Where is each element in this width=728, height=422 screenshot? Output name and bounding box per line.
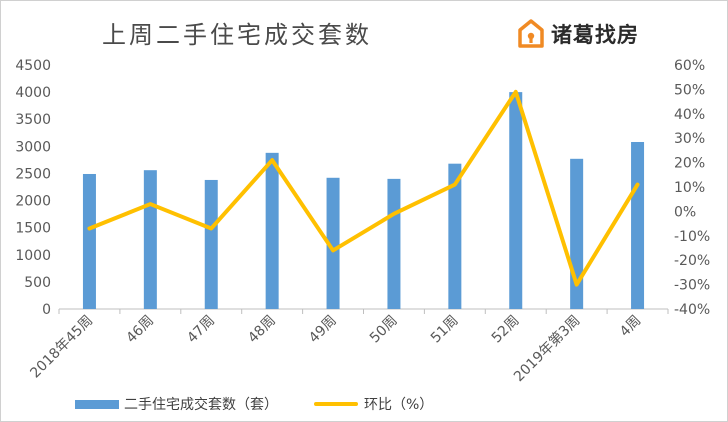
x-tick-label: 47周 xyxy=(184,313,218,347)
y-left-tick-label: 4500 xyxy=(15,58,51,74)
legend: 二手住宅成交套数（套） 环比（%） xyxy=(75,394,433,414)
house-pin-icon xyxy=(518,19,544,48)
x-tick-label: 51周 xyxy=(428,313,462,347)
x-tick-label: 4周 xyxy=(617,313,645,341)
y-left-tick-label: 4000 xyxy=(15,85,51,101)
y-left-tick-label: 1000 xyxy=(15,248,51,264)
legend-item-line: 环比（%） xyxy=(314,394,433,414)
y-right-tick-label: 0% xyxy=(674,204,696,220)
bar xyxy=(509,92,523,309)
brand-logo: 诸葛找房 xyxy=(517,19,639,49)
bar xyxy=(631,141,645,309)
y-right-tick-label: -10% xyxy=(674,229,710,245)
y-left-tick-label: 2500 xyxy=(15,166,51,182)
legend-label-line: 环比（%） xyxy=(364,397,434,413)
legend-line-swatch xyxy=(314,402,358,406)
y-right-tick-label: -30% xyxy=(674,278,710,294)
bar xyxy=(265,152,279,309)
bar xyxy=(82,173,96,309)
y-right-tick-label: 50% xyxy=(674,82,705,98)
legend-label-bars: 二手住宅成交套数（套） xyxy=(124,397,278,413)
bar xyxy=(204,179,218,309)
y-right-tick-label: 20% xyxy=(674,156,705,172)
bar xyxy=(326,177,340,309)
line-series xyxy=(87,89,640,287)
y-right-tick-label: -20% xyxy=(674,253,710,269)
x-tick-label: 46周 xyxy=(123,313,157,347)
x-tick-label: 52周 xyxy=(489,313,523,347)
y-right-tick-label: 40% xyxy=(674,107,705,123)
y-left-tick-label: 0 xyxy=(42,302,51,318)
bar xyxy=(387,178,401,309)
legend-bar-swatch xyxy=(75,399,119,409)
y-right-tick-label: 30% xyxy=(674,131,705,147)
legend-item-bars: 二手住宅成交套数（套） xyxy=(75,394,278,414)
y-right-tick-label: -40% xyxy=(674,302,710,318)
x-tick-label: 2018年45周 xyxy=(27,313,96,382)
x-tick-label: 48周 xyxy=(245,313,279,347)
y-left-tick-label: 500 xyxy=(24,275,51,291)
bar xyxy=(143,170,157,309)
y-right-tick-label: 10% xyxy=(674,180,705,196)
y-left-tick-label: 3500 xyxy=(15,112,51,128)
y-left-tick-label: 1500 xyxy=(15,221,51,237)
chart-title: 上周二手住宅成交套数 xyxy=(102,21,372,49)
y-right-tick-label: 60% xyxy=(674,58,705,74)
y-left-tick-label: 3000 xyxy=(15,139,51,155)
x-tick-label: 49周 xyxy=(306,313,340,347)
x-tick-label: 50周 xyxy=(367,313,401,347)
y-left-tick-label: 2000 xyxy=(15,194,51,210)
bar xyxy=(448,163,462,309)
brand-name: 诸葛找房 xyxy=(551,23,639,47)
